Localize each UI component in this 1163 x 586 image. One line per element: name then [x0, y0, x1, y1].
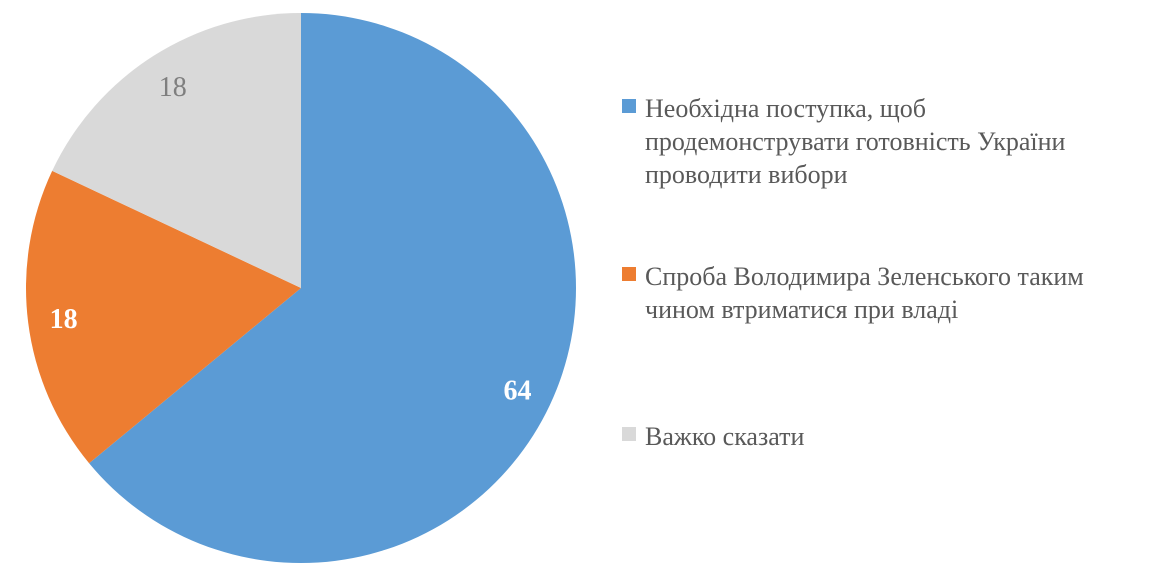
pie-svg: 64 18 18 [25, 13, 577, 563]
legend: Необхідна поступка, щоб продемонструвати… [622, 92, 1152, 453]
pie-slice-1 [25, 170, 302, 464]
pie-data-label-2: 18 [159, 72, 187, 103]
legend-swatch-blue [622, 99, 636, 113]
legend-item-hard-to-say: Важко сказати [622, 420, 1152, 453]
legend-swatch-gray [622, 427, 636, 441]
pie-data-label-1: 18 [50, 304, 78, 335]
pie-data-label-0: 64 [504, 376, 532, 407]
legend-item-necessary-concession: Необхідна поступка, щоб продемонструвати… [622, 92, 1152, 191]
legend-label-hard-to-say: Важко сказати [645, 422, 805, 451]
legend-label-necessary-concession: Необхідна поступка, щоб продемонструвати… [645, 94, 1066, 189]
legend-label-zelensky-attempt: Спроба Володимира Зеленського таким чино… [645, 262, 1084, 324]
legend-swatch-orange [622, 267, 636, 281]
pie-chart: 64 18 18 [25, 13, 577, 563]
legend-item-zelensky-attempt: Спроба Володимира Зеленського таким чино… [622, 260, 1152, 326]
pie-slice-0 [89, 13, 577, 563]
pie-slice-2 [52, 13, 301, 288]
